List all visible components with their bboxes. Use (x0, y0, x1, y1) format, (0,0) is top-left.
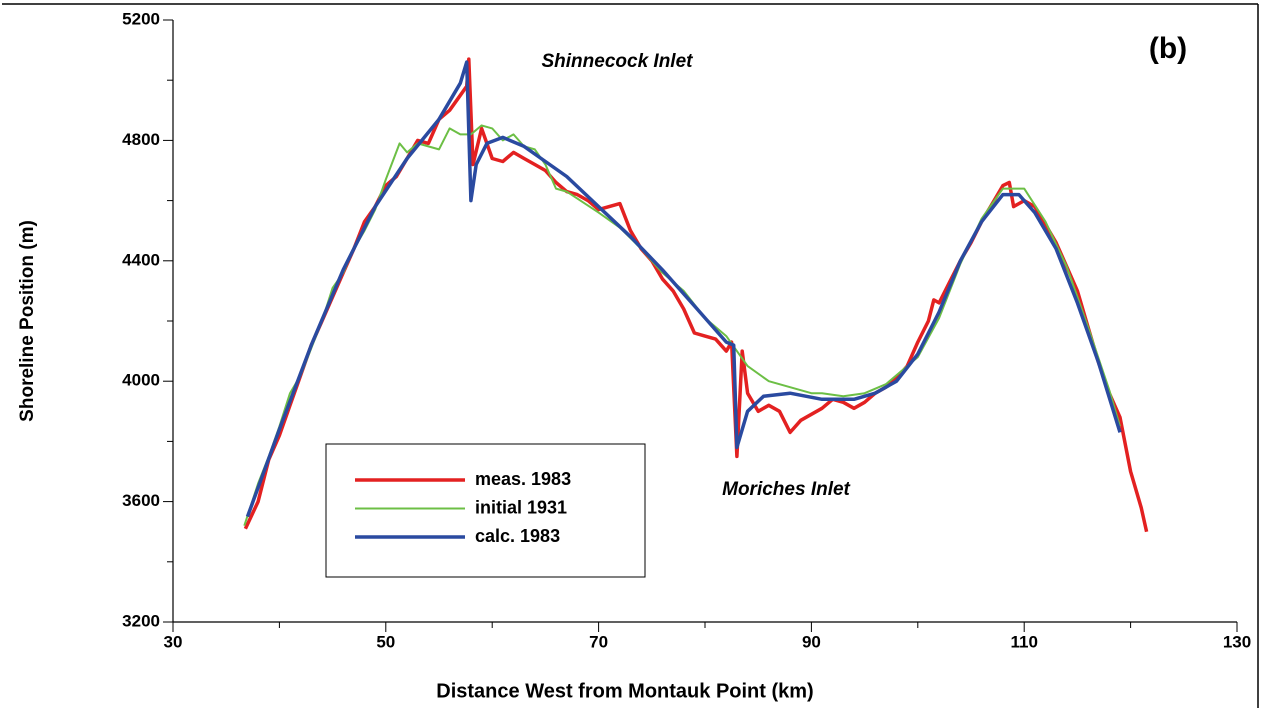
annotation: Moriches Inlet (722, 479, 850, 500)
y-tick-label: 4800 (122, 130, 160, 149)
y-axis-label: Shoreline Position (m) (17, 220, 38, 422)
series-line (245, 60, 1122, 518)
y-tick-label: 4000 (122, 371, 160, 390)
legend-box (325, 443, 646, 578)
x-tick-label: 30 (164, 632, 183, 651)
legend-label: calc. 1983 (475, 526, 560, 546)
y-tick-label: 5200 (122, 9, 160, 28)
y-tick-label: 4400 (122, 250, 160, 269)
annotation: (b) (1149, 32, 1187, 65)
y-tick-label: 3200 (122, 611, 160, 630)
y-tick-label: 3600 (122, 491, 160, 510)
x-tick-label: 50 (376, 632, 395, 651)
x-tick-label: 130 (1223, 632, 1251, 651)
legend-label: meas. 1983 (475, 469, 571, 489)
x-tick-label: 70 (589, 632, 608, 651)
x-tick-label: 110 (1010, 632, 1037, 651)
x-tick-label: 90 (802, 632, 821, 651)
legend-label: initial 1931 (475, 497, 567, 517)
x-axis-label: Distance West from Montauk Point (km) (436, 680, 813, 702)
annotation: Shinnecock Inlet (542, 51, 694, 72)
